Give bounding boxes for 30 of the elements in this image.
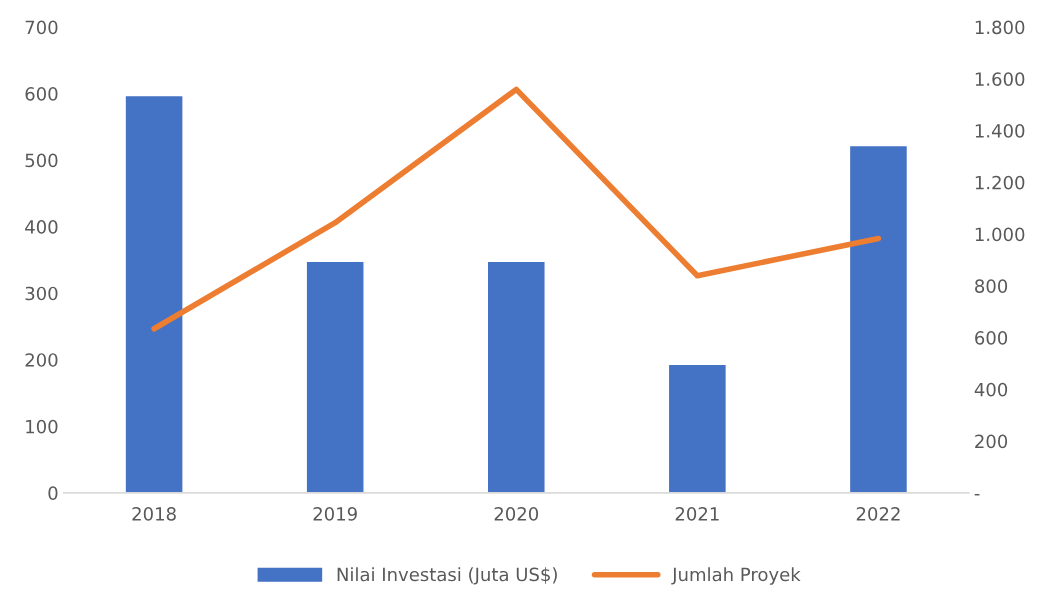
y2-tick-label: 1.200 (975, 175, 1025, 190)
y-tick-label: 300 (25, 286, 58, 301)
x-tick-label: 2022 (856, 507, 900, 521)
y-tick-label: 0 (48, 486, 58, 500)
y2-tick-label: 400 (974, 382, 1008, 397)
x-tick-label: 2020 (494, 507, 539, 521)
y2-tick-label: 200 (975, 434, 1008, 449)
y2-tick-label: - (974, 494, 980, 496)
bar (305, 260, 365, 493)
y-tick-label: 400 (25, 220, 58, 234)
legend-label: Nilai Investasi (Juta US$) (337, 567, 557, 585)
bar (667, 363, 728, 493)
y-tick-label: 500 (25, 153, 58, 168)
y2-tick-label: 600 (975, 331, 1008, 345)
y2-tick-label: 800 (975, 279, 1008, 293)
x-tick-label: 2019 (313, 507, 357, 521)
y2-tick-label: 1.800 (975, 20, 1025, 35)
y2-tick-label: 1.400 (975, 124, 1025, 138)
bar (124, 94, 184, 493)
y2-tick-label: 1.000 (975, 227, 1025, 242)
y-tick-label: 100 (26, 419, 58, 434)
bar (848, 144, 909, 493)
y-tick-label: 200 (25, 353, 58, 367)
bar (486, 260, 546, 493)
legend-label: Jumlah Proyek (671, 567, 801, 585)
y-tick-label: 600 (25, 87, 58, 101)
y2-tick-label: 1.600 (975, 72, 1025, 86)
x-tick-label: 2018 (132, 507, 176, 521)
y-tick-label: 700 (25, 20, 58, 35)
x-tick-label: 2021 (675, 507, 719, 521)
